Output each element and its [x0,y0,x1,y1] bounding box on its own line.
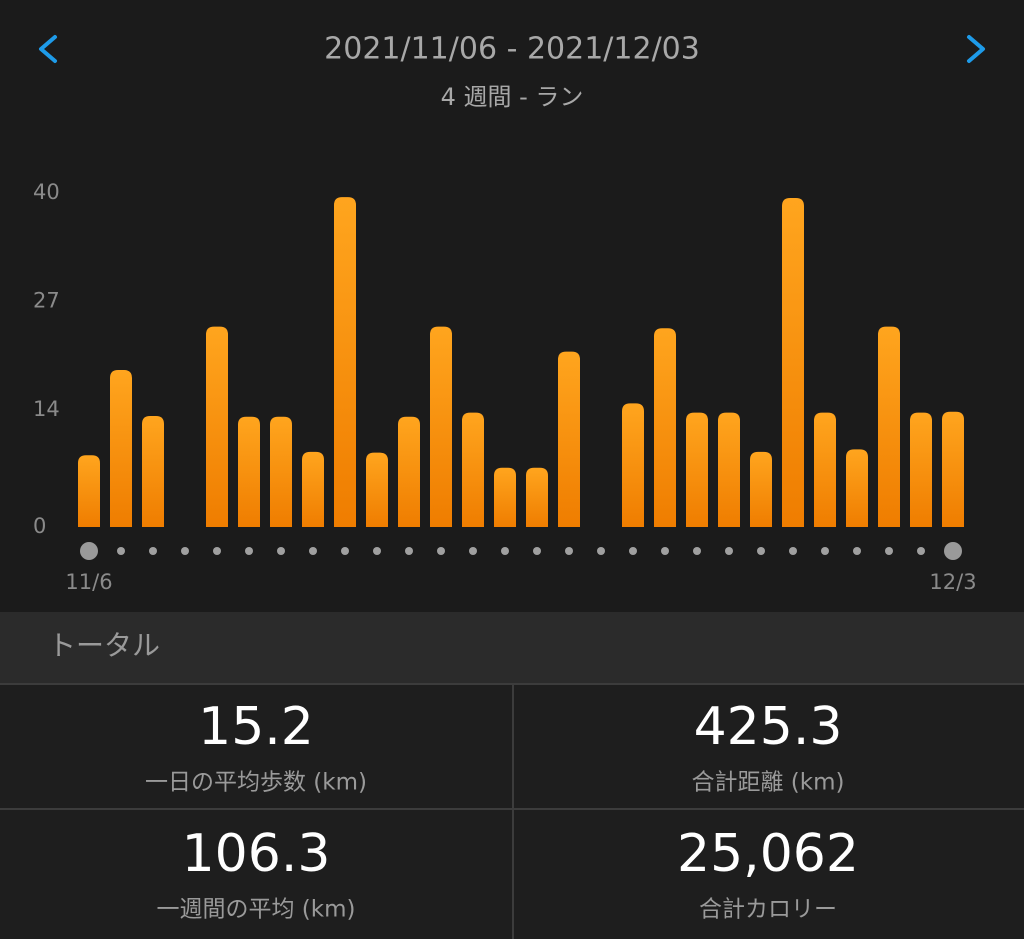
bar [78,455,100,527]
stat-label: 一日の平均歩数 (km) [145,770,367,796]
bar [782,198,804,527]
stat-label: 一週間の平均 (km) [157,897,356,923]
stat-label: 合計距離 (km) [692,770,845,796]
bar [238,416,260,527]
day-dot [661,547,669,555]
bar [558,351,580,527]
day-dot [309,547,317,555]
bar [462,412,484,527]
bar [622,403,644,527]
stat-label: 合計カロリー [699,897,837,923]
x-tick-label: 11/6 [65,570,112,594]
day-dot [917,547,925,555]
bar [398,416,420,527]
day-dot [629,547,637,555]
bar [110,370,132,527]
bar [878,326,900,527]
bar [366,452,388,527]
day-dot [405,547,413,555]
bar [814,412,836,527]
day-dot [853,547,861,555]
bar [686,412,708,527]
stat-value: 25,062 [677,824,859,884]
prev-button[interactable] [39,35,57,63]
bar [206,326,228,527]
bar [494,467,516,527]
day-dot [373,547,381,555]
y-tick-label: 0 [33,514,46,538]
day-dot [789,547,797,555]
day-dot [725,547,733,555]
next-button[interactable] [967,35,985,63]
day-dot [757,547,765,555]
stat-value: 106.3 [182,824,331,884]
day-dot [245,547,253,555]
day-dot [213,547,221,555]
day-dot [437,547,445,555]
bar [846,449,868,527]
date-range: 2021/11/06 - 2021/12/03 [324,32,700,67]
day-dot [181,547,189,555]
day-dot [885,547,893,555]
bar [654,328,676,527]
day-dot [501,547,509,555]
bar [302,451,324,527]
y-tick-label: 14 [33,397,60,421]
day-dot [80,542,98,560]
bar [910,412,932,527]
y-tick-label: 27 [33,289,60,313]
bar [718,412,740,527]
stat-value: 15.2 [198,697,314,757]
subtitle: 4 週間 - ラン [441,83,584,111]
bar [526,467,548,527]
bar [430,326,452,527]
day-dot [944,542,962,560]
y-tick-label: 40 [33,180,60,204]
bar [942,411,964,527]
day-dot [117,547,125,555]
day-dot [149,547,157,555]
day-dot [533,547,541,555]
day-dot [565,547,573,555]
bar [334,197,356,528]
day-dot [341,547,349,555]
x-tick-label: 12/3 [929,570,976,594]
day-dot [821,547,829,555]
day-dot [469,547,477,555]
bar [750,451,772,527]
stat-value: 425.3 [694,697,843,757]
day-dot [597,547,605,555]
day-dot [693,547,701,555]
section-header [0,612,1024,683]
day-dot [277,547,285,555]
bar [142,415,164,527]
section-title: トータル [48,629,160,662]
bar [270,416,292,527]
